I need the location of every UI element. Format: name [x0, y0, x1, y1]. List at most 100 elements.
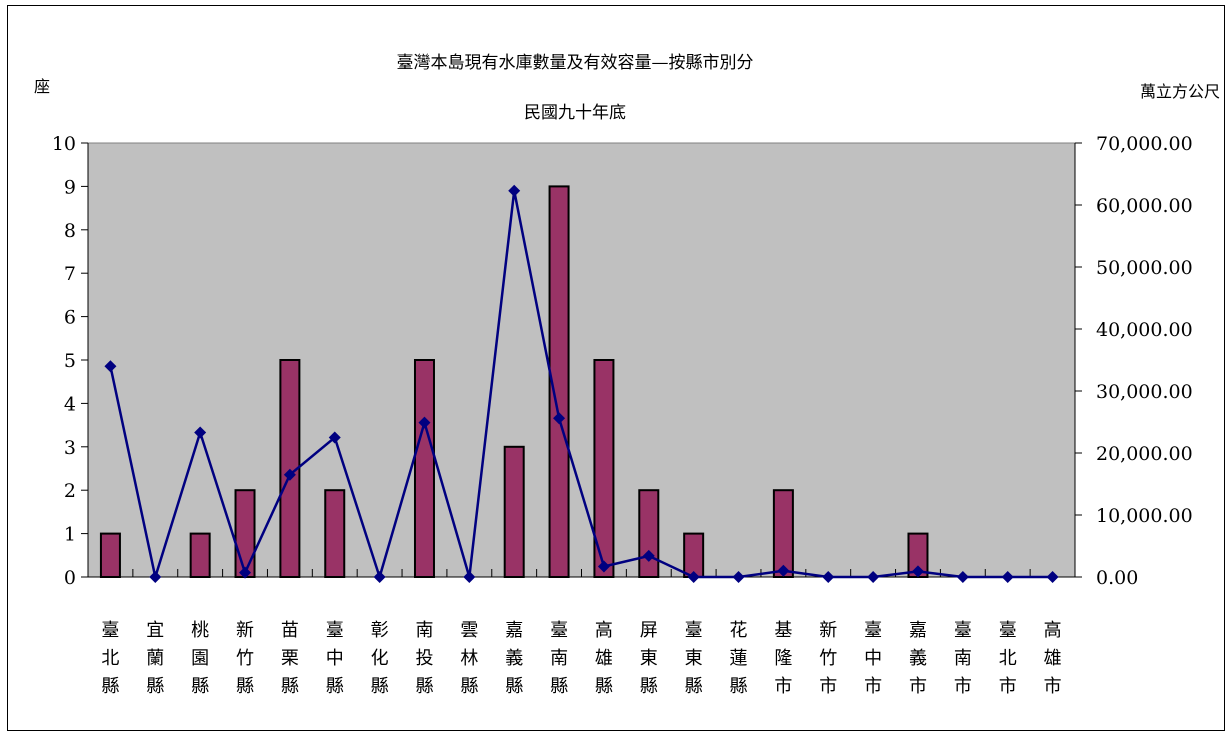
left-tick-label: 5 — [64, 350, 76, 372]
chart-frame — [7, 5, 1225, 731]
category-label-char: 縣 — [595, 676, 613, 697]
category-label-char: 義 — [505, 648, 523, 669]
capacity-marker-高雄縣 — [597, 560, 610, 573]
category-label-char: 縣 — [371, 676, 389, 697]
category-label-char: 縣 — [236, 676, 254, 697]
bar-苗栗縣 — [279, 359, 301, 578]
category-label-char: 中 — [326, 648, 344, 669]
category-label-char: 臺 — [999, 620, 1017, 641]
left-tick-label: 3 — [64, 437, 76, 459]
category-label-char: 縣 — [415, 676, 433, 697]
category-label-char: 中 — [864, 648, 882, 669]
category-label-char: 園 — [191, 648, 209, 669]
category-label-char: 雄 — [1044, 648, 1062, 669]
right-axis-unit: 萬立方公尺 — [1140, 82, 1220, 101]
category-label-char: 栗 — [281, 648, 299, 669]
category-label-char: 東 — [640, 648, 658, 669]
capacity-marker-臺中市 — [867, 571, 880, 583]
capacity-marker-桃園縣 — [194, 426, 207, 439]
category-label-char: 蘭 — [146, 648, 164, 669]
chart-title: 臺灣本島現有水庫數量及有效容量—按縣市別分 — [397, 53, 754, 73]
bar-高雄縣 — [593, 359, 615, 578]
left-tick-label: 1 — [64, 524, 76, 546]
category-label-char: 臺 — [954, 620, 972, 641]
category-label-char: 市 — [999, 676, 1017, 697]
category-label-char: 縣 — [505, 676, 523, 697]
capacity-marker-臺南市 — [956, 571, 969, 583]
capacity-marker-嘉義縣 — [508, 184, 521, 197]
category-label-char: 新 — [819, 620, 837, 641]
category-label-char: 義 — [909, 648, 927, 669]
capacity-line — [109, 190, 1053, 582]
right-tick-label: 60,000.00 — [1096, 195, 1193, 217]
left-tick-label: 10 — [52, 133, 76, 155]
right-tick-label: 10,000.00 — [1096, 505, 1193, 527]
category-label-char: 縣 — [281, 676, 299, 697]
category-label-char: 縣 — [326, 676, 344, 697]
bar-南投縣 — [413, 359, 435, 578]
category-label-char: 縣 — [550, 676, 568, 697]
category-label-char: 苗 — [281, 620, 299, 641]
category-label-char: 嘉 — [505, 620, 523, 641]
bar-臺南縣 — [548, 185, 570, 578]
left-axis-unit: 座 — [34, 77, 50, 96]
category-label-char: 屏 — [640, 620, 658, 641]
bar-桃園縣 — [189, 532, 211, 578]
chart-subtitle: 民國九十年底 — [524, 103, 626, 123]
left-tick-label: 0 — [64, 567, 76, 589]
category-label-char: 縣 — [101, 676, 119, 697]
left-tick-label: 8 — [64, 220, 76, 242]
right-tick-label: 70,000.00 — [1096, 133, 1193, 155]
category-label-char: 東 — [685, 648, 703, 669]
capacity-marker-宜蘭縣 — [149, 571, 162, 583]
bar-屏東縣 — [638, 489, 660, 579]
category-label-char: 市 — [774, 676, 792, 697]
left-tick-label: 9 — [64, 176, 76, 198]
category-label-char: 宜 — [146, 620, 164, 641]
category-label-char: 林 — [460, 648, 478, 669]
category-label-char: 南 — [550, 648, 568, 669]
capacity-marker-雲林縣 — [463, 571, 476, 583]
right-tick-label: 50,000.00 — [1096, 257, 1193, 279]
category-label-char: 新 — [236, 620, 254, 641]
capacity-marker-臺北縣 — [104, 360, 117, 373]
right-tick-label: 0.00 — [1096, 567, 1138, 589]
category-label-char: 竹 — [819, 648, 837, 669]
bar-基隆市 — [772, 489, 794, 579]
category-label-char: 臺 — [326, 620, 344, 641]
category-label-char: 縣 — [146, 676, 164, 697]
category-label-char: 化 — [371, 648, 389, 669]
capacity-marker-基隆市 — [777, 564, 790, 577]
category-label-char: 雲 — [460, 620, 478, 641]
category-label-char: 臺 — [685, 620, 703, 641]
capacity-marker-臺中縣 — [328, 431, 341, 444]
category-label-char: 投 — [415, 648, 433, 669]
capacity-marker-南投縣 — [418, 416, 431, 429]
bar-臺中縣 — [324, 489, 346, 579]
category-label-char: 縣 — [460, 676, 478, 697]
capacity-marker-屏東縣 — [642, 549, 655, 562]
left-tick-label: 6 — [64, 307, 76, 329]
category-label-char: 市 — [819, 676, 837, 697]
right-tick-label: 40,000.00 — [1096, 319, 1193, 341]
capacity-marker-新竹市 — [822, 571, 835, 583]
bar-臺東縣 — [683, 532, 705, 578]
capacity-marker-臺南縣 — [553, 412, 566, 425]
category-label-char: 竹 — [236, 648, 254, 669]
category-label-char: 隆 — [774, 648, 792, 669]
category-label-char: 高 — [595, 620, 613, 641]
category-label-char: 高 — [1044, 620, 1062, 641]
category-label-char: 基 — [774, 620, 792, 641]
right-tick-label: 20,000.00 — [1096, 443, 1193, 465]
bar-嘉義縣 — [503, 445, 525, 578]
category-label-char: 北 — [999, 648, 1017, 669]
category-label-char: 臺 — [550, 620, 568, 641]
capacity-marker-高雄市 — [1046, 571, 1059, 583]
capacity-marker-新竹縣 — [239, 566, 252, 579]
category-label-char: 桃 — [191, 620, 209, 641]
capacity-marker-臺北市 — [1001, 571, 1014, 583]
category-label-char: 縣 — [730, 676, 748, 697]
category-label-char: 南 — [415, 620, 433, 641]
bar-臺北縣 — [99, 532, 121, 578]
category-label-char: 南 — [954, 648, 972, 669]
